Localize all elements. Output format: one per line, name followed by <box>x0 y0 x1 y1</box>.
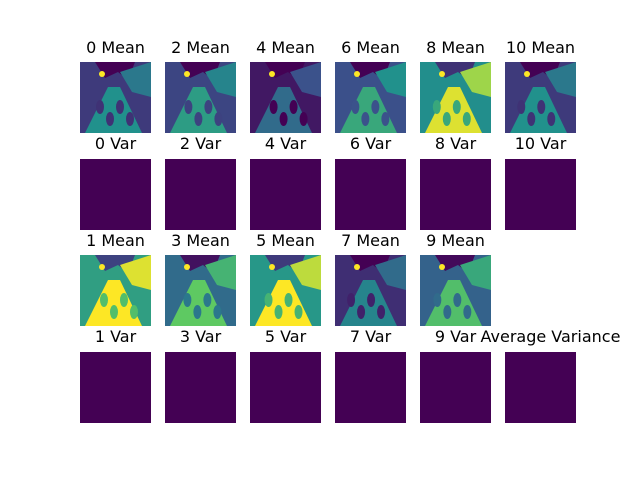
tile-title: 2 Mean <box>171 38 230 57</box>
tile-title: 2 Var <box>179 134 222 153</box>
tile-title: 10 Var <box>514 134 567 153</box>
mean-image <box>335 62 406 133</box>
tile-title: 1 Var <box>94 327 137 346</box>
tile-title: 7 Var <box>349 327 392 346</box>
mean-image <box>80 255 151 326</box>
tile-title: 1 Mean <box>86 231 145 250</box>
tile-title: 10 Mean <box>505 38 576 57</box>
variance-image <box>335 159 406 230</box>
variance-image <box>505 159 576 230</box>
tile-title: 5 Mean <box>256 231 315 250</box>
tile-title: 3 Mean <box>171 231 230 250</box>
tile-title: 3 Var <box>179 327 222 346</box>
tile-title: 5 Var <box>264 327 307 346</box>
mean-image <box>80 62 151 133</box>
tile-title: 0 Var <box>94 134 137 153</box>
variance-image <box>165 159 236 230</box>
tile-title: 6 Mean <box>341 38 400 57</box>
variance-image <box>335 352 406 423</box>
tile-title: 4 Mean <box>256 38 315 57</box>
tile-title: 9 Mean <box>426 231 485 250</box>
variance-image <box>505 352 576 423</box>
mean-image <box>505 62 576 133</box>
mean-image <box>420 255 491 326</box>
variance-image <box>80 352 151 423</box>
mean-image <box>165 62 236 133</box>
tile-title: 8 Var <box>434 134 477 153</box>
mean-image <box>420 62 491 133</box>
tile-title: Average Variance <box>480 327 621 346</box>
mean-image <box>165 255 236 326</box>
tile-title: 8 Mean <box>426 38 485 57</box>
tile-title: 7 Mean <box>341 231 400 250</box>
variance-image <box>420 159 491 230</box>
mean-image <box>250 62 321 133</box>
variance-image <box>165 352 236 423</box>
tile-title: 9 Var <box>434 327 477 346</box>
variance-image <box>420 352 491 423</box>
tile-title: 6 Var <box>349 134 392 153</box>
tile-title: 0 Mean <box>86 38 145 57</box>
tile-title: 4 Var <box>264 134 307 153</box>
variance-image <box>80 159 151 230</box>
mean-image <box>250 255 321 326</box>
mean-image <box>335 255 406 326</box>
variance-image <box>250 159 321 230</box>
variance-image <box>250 352 321 423</box>
